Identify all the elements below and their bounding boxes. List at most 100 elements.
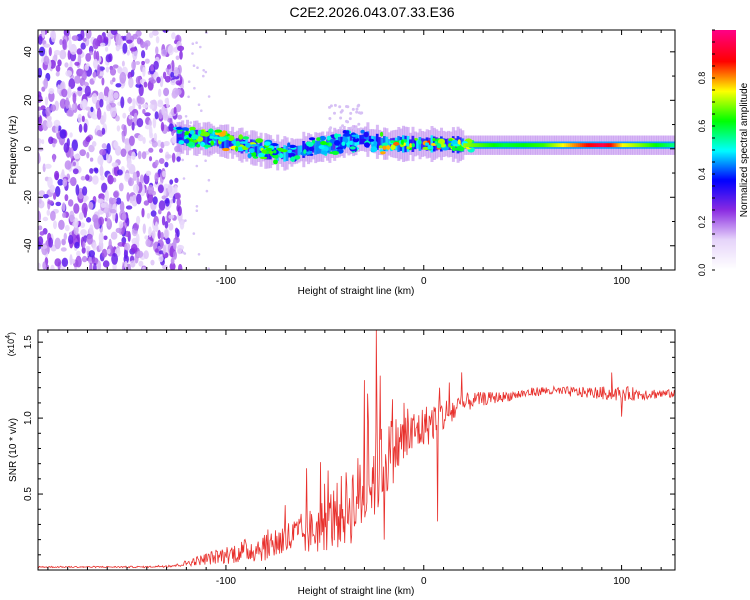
svg-text:(x104): (x104) — [5, 332, 16, 356]
spectrogram-noise-blob — [122, 42, 128, 54]
spectrogram-signal-blob — [316, 137, 321, 141]
spectrogram-noise-blob — [151, 30, 159, 36]
colorbar-cell — [712, 52, 736, 55]
spectrogram-band-cell — [212, 133, 216, 147]
spectrogram-noise-blob — [71, 103, 76, 111]
colorbar-cell — [712, 136, 736, 139]
spectrogram-noise-blob — [110, 30, 118, 36]
spectrogram-noise-blob — [46, 120, 53, 128]
spectrogram-band-cell — [307, 141, 310, 156]
spectrogram-scatter-dot — [345, 105, 348, 108]
spectrogram-signal-blob — [457, 139, 461, 146]
spectrogram-noise-blob — [53, 119, 61, 127]
spectrogram-noise-blob — [137, 134, 144, 142]
spectrogram-noise-blob — [64, 194, 69, 202]
spectrogram-noise-blob — [38, 196, 42, 204]
spectrogram-noise-blob — [168, 123, 174, 132]
spectrogram-noise-blob — [118, 221, 124, 229]
spectrogram-noise-blob — [101, 182, 108, 193]
colorbar-cell — [712, 216, 736, 219]
spectrogram-noise-blob — [80, 222, 86, 229]
spectrogram-core-cell — [582, 143, 585, 148]
spectrogram-noise-blob — [160, 231, 164, 240]
spectrogram-noise-dot — [183, 252, 187, 255]
spectrogram-noise-blob — [75, 255, 82, 268]
spectrogram-y-tick-label: 20 — [23, 94, 34, 106]
colorbar-cell — [712, 30, 736, 33]
spectrogram-core-cell — [522, 143, 525, 148]
colorbar-cell — [712, 140, 736, 143]
colorbar-cell — [712, 46, 736, 49]
spectrogram-noise-blob — [96, 50, 100, 62]
spectrogram-noise-dot — [207, 267, 210, 270]
spectrogram-noise-blob — [48, 46, 52, 57]
spectrogram-core-cell — [463, 143, 466, 148]
snr-x-label: Height of straight line (km) — [298, 586, 415, 597]
spectrogram-signal-blob — [280, 149, 288, 153]
spectrogram-scatter-dot — [349, 111, 353, 115]
spectrogram-noise-dot — [193, 86, 196, 90]
spectrogram-noise-blob — [108, 238, 112, 251]
spectrogram-signal-blob — [258, 152, 266, 158]
spectrogram-noise-blob — [73, 203, 80, 214]
spectrogram-noise-blob — [98, 216, 104, 226]
spectrogram-noise-blob — [133, 222, 140, 231]
spectrogram-chart: -100 0 100 -40 -20 0 20 40 Height of straight … — [8, 29, 676, 297]
spectrogram-noise-blob — [121, 212, 127, 221]
spectrogram-band-cell — [413, 138, 417, 150]
spectrogram-core-cell — [495, 143, 498, 148]
spectrogram-band-cell — [292, 146, 296, 158]
spectrogram-signal-blob — [178, 140, 185, 145]
colorbar-cell — [712, 182, 736, 185]
spectrogram-noise-blob — [59, 39, 63, 46]
spectrogram-core-cell — [544, 143, 547, 148]
colorbar-cell — [712, 262, 736, 265]
spectrogram-noise-blob — [152, 117, 157, 129]
spectrogram-band-cell — [347, 134, 351, 148]
spectrogram-noise-blob — [92, 214, 99, 224]
spectrogram-noise-dot — [199, 45, 202, 49]
spectrogram-signal-blob — [364, 142, 370, 148]
spectrogram-noise-blob — [142, 103, 149, 109]
spectrogram-noise-blob — [135, 61, 141, 65]
spectrogram-noise-blob — [55, 186, 61, 197]
spectrogram-core-cell — [627, 143, 630, 148]
spectrogram-core-cell — [584, 143, 587, 148]
spectrogram-noise-blob — [167, 185, 173, 194]
spectrogram-noise-blob — [75, 184, 80, 196]
spectrogram-noise-blob — [174, 192, 181, 200]
colorbar-cell — [712, 184, 736, 187]
spectrogram-noise-blob — [136, 193, 142, 205]
spectrogram-noise-blob — [99, 165, 104, 177]
spectrogram-noise-blob — [43, 43, 51, 48]
spectrogram-noise-blob — [83, 123, 88, 133]
spectrogram-noise-blob — [131, 61, 137, 70]
spectrogram-noise-blob — [77, 113, 83, 123]
spectrogram-noise-blob — [101, 143, 107, 149]
spectrogram-core-cell — [593, 143, 597, 148]
spectrogram-noise-dot — [181, 158, 184, 162]
spectrogram-noise-blob — [163, 140, 170, 147]
spectrogram-noise-blob — [74, 75, 81, 84]
spectrogram-band-cell — [205, 131, 208, 147]
colorbar-cell — [712, 218, 736, 221]
colorbar-cell — [712, 118, 736, 121]
spectrogram-noise-blob — [98, 209, 103, 215]
spectrogram-band-cell — [280, 147, 284, 160]
spectrogram-noise-blob — [107, 174, 114, 185]
spectrogram-noise-blob — [64, 224, 70, 232]
spectrogram-band-cell — [242, 139, 246, 152]
colorbar-tick-label: 0.6 — [697, 120, 707, 133]
spectrogram-core-cell — [467, 143, 470, 148]
spectrogram-signal-blob — [411, 143, 415, 148]
colorbar-cell — [712, 162, 736, 165]
spectrogram-band-cell — [330, 139, 334, 151]
spectrogram-noise-blob — [89, 168, 94, 174]
spectrogram-noise-blob — [73, 153, 81, 160]
spectrogram-noise-blob — [133, 184, 140, 193]
spectrogram-noise-blob — [106, 143, 111, 155]
spectrogram-noise-blob — [38, 111, 41, 118]
spectrogram-noise-dot — [197, 253, 201, 256]
spectrogram-noise-blob — [101, 127, 106, 135]
